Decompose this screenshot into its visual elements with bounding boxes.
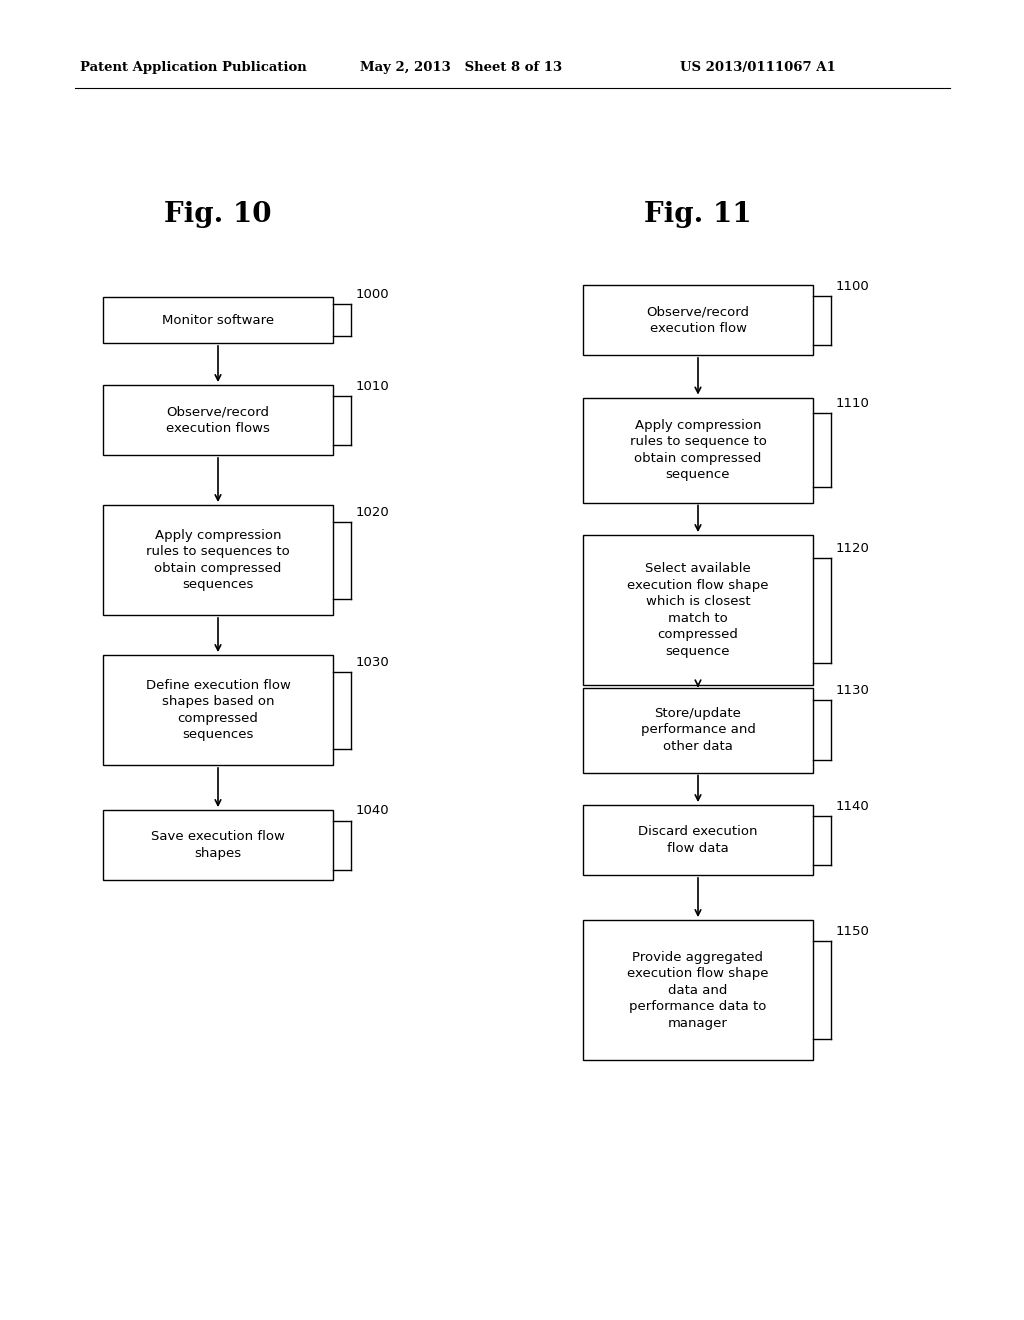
Bar: [583, 397, 813, 503]
Bar: [583, 285, 813, 355]
Text: Apply compression
rules to sequences to
obtain compressed
sequences: Apply compression rules to sequences to …: [146, 529, 290, 591]
Text: US 2013/0111067 A1: US 2013/0111067 A1: [680, 62, 836, 74]
Text: Store/update
performance and
other data: Store/update performance and other data: [641, 708, 756, 752]
Text: 1120: 1120: [836, 541, 869, 554]
Text: 1150: 1150: [836, 925, 869, 939]
Text: Fig. 11: Fig. 11: [644, 202, 752, 228]
Text: May 2, 2013   Sheet 8 of 13: May 2, 2013 Sheet 8 of 13: [360, 62, 562, 74]
Text: 1110: 1110: [836, 397, 869, 411]
Text: 1100: 1100: [836, 280, 869, 293]
Text: 1000: 1000: [356, 288, 389, 301]
Bar: [583, 920, 813, 1060]
Text: Define execution flow
shapes based on
compressed
sequences: Define execution flow shapes based on co…: [145, 678, 291, 742]
Bar: [103, 297, 333, 343]
Text: Monitor software: Monitor software: [162, 314, 274, 326]
Bar: [103, 810, 333, 880]
Text: 1140: 1140: [836, 800, 869, 813]
Text: Patent Application Publication: Patent Application Publication: [80, 62, 307, 74]
Text: 1030: 1030: [356, 656, 390, 668]
Bar: [103, 506, 333, 615]
Bar: [583, 535, 813, 685]
Text: 1020: 1020: [356, 506, 390, 519]
Bar: [103, 655, 333, 766]
Text: Discard execution
flow data: Discard execution flow data: [638, 825, 758, 855]
Text: Apply compression
rules to sequence to
obtain compressed
sequence: Apply compression rules to sequence to o…: [630, 418, 766, 482]
Bar: [103, 385, 333, 455]
Text: Fig. 10: Fig. 10: [164, 202, 271, 228]
Text: Select available
execution flow shape
which is closest
match to
compressed
seque: Select available execution flow shape wh…: [628, 562, 769, 657]
Text: Observe/record
execution flow: Observe/record execution flow: [646, 305, 750, 335]
Text: 1010: 1010: [356, 380, 390, 392]
Bar: [583, 688, 813, 772]
Bar: [583, 805, 813, 875]
Text: 1130: 1130: [836, 684, 869, 697]
Text: Save execution flow
shapes: Save execution flow shapes: [152, 830, 285, 859]
Text: Provide aggregated
execution flow shape
data and
performance data to
manager: Provide aggregated execution flow shape …: [628, 950, 769, 1030]
Text: Observe/record
execution flows: Observe/record execution flows: [166, 405, 270, 434]
Text: 1040: 1040: [356, 804, 389, 817]
